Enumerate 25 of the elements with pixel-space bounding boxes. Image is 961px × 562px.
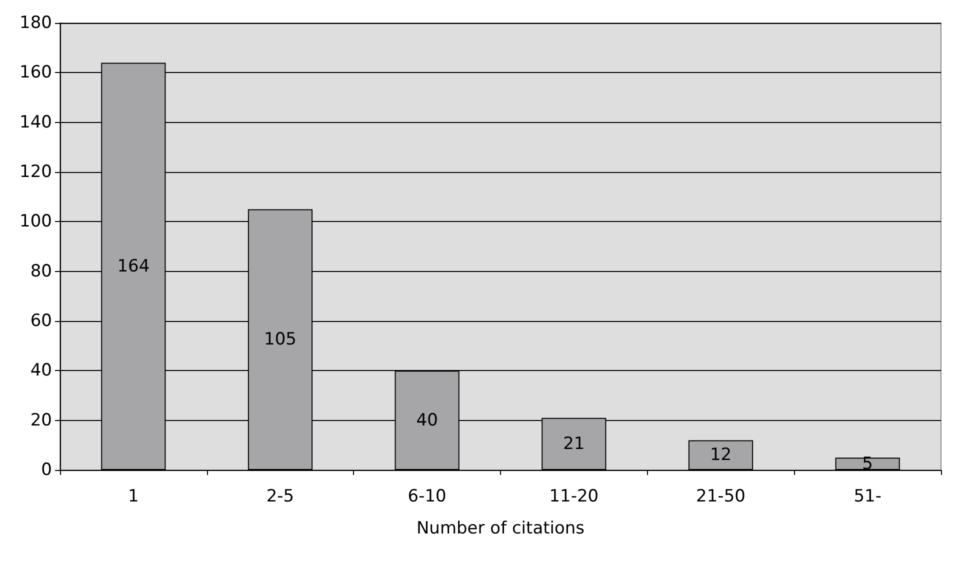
y-tick-label: 0 bbox=[41, 460, 52, 480]
x-tick-label: 2-5 bbox=[266, 486, 294, 506]
y-tick-label: 140 bbox=[20, 112, 52, 132]
data-label: 12 bbox=[710, 445, 732, 466]
y-tick-label: 160 bbox=[20, 62, 52, 83]
x-tick-label: 21-50 bbox=[696, 486, 746, 506]
data-label: 40 bbox=[416, 410, 438, 430]
y-tick-label: 60 bbox=[30, 311, 52, 331]
y-tick-label: 40 bbox=[30, 360, 52, 381]
bar bbox=[688, 440, 754, 470]
x-tick-label: 51- bbox=[854, 486, 882, 506]
data-label: 21 bbox=[563, 434, 585, 454]
x-tick-label: 11-20 bbox=[549, 486, 599, 506]
y-tick-label: 80 bbox=[30, 261, 52, 282]
y-tick-label: 120 bbox=[20, 162, 52, 182]
data-label: 5 bbox=[862, 454, 873, 474]
bar bbox=[835, 458, 900, 470]
y-tick-label: 100 bbox=[20, 212, 52, 232]
x-tick-label: 6-10 bbox=[408, 486, 446, 506]
data-label: 164 bbox=[117, 256, 150, 276]
x-tick-label: 1 bbox=[128, 486, 139, 506]
y-tick-label: 20 bbox=[30, 410, 52, 430]
data-label: 105 bbox=[264, 330, 296, 350]
y-tick-label: 180 bbox=[20, 13, 52, 33]
x-axis-title: Number of citations bbox=[416, 518, 585, 538]
